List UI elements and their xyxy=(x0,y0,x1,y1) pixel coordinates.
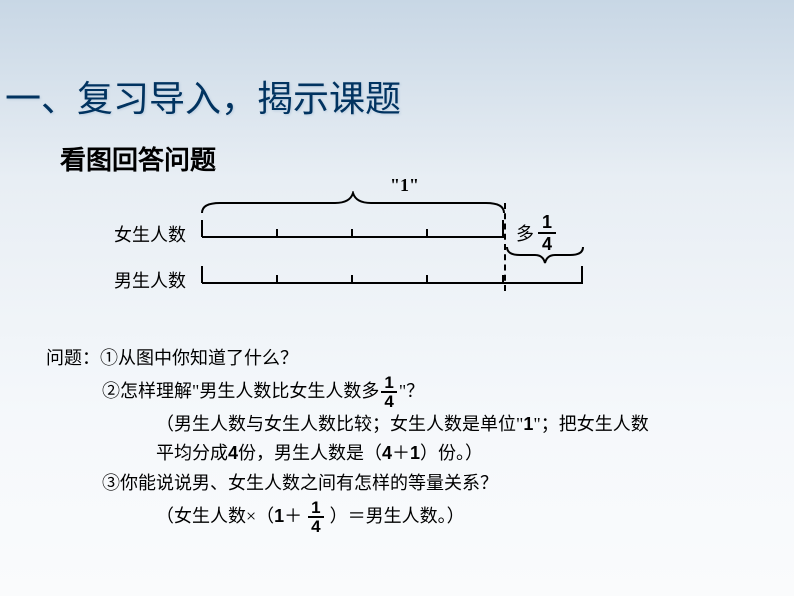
q1-text: ①从图中你知道了什么？ xyxy=(100,344,298,374)
questions-block: 问题： ①从图中你知道了什么？ ②怎样理解"男生人数比女生人数多 1 4 "？ … xyxy=(46,344,649,535)
q3-row: ③你能说说男、女生人数之间有怎样的等量关系？ xyxy=(46,469,649,499)
q2-frac-den: 4 xyxy=(381,393,396,410)
q3-ans-post: ）＝男生人数。） xyxy=(330,502,465,532)
girl-label: 女生人数 xyxy=(114,221,186,247)
q2-ans1: （男生人数与女生人数比较；女生人数是单位" xyxy=(156,410,523,440)
q2-fraction: 1 4 xyxy=(381,374,396,410)
subtitle: 看图回答问题 xyxy=(60,140,216,177)
more-char: 多 xyxy=(516,220,534,246)
q2-fourp: 4 xyxy=(382,439,392,469)
q3-fraction: 1 4 xyxy=(308,499,323,535)
q2-post: "？ xyxy=(399,377,424,407)
diagram-area: "1" 女生人数 多 1 4 男生人数 xyxy=(100,175,660,295)
q3-plus: ＋ xyxy=(284,502,302,532)
q2-ans1b: "；把女生人数 xyxy=(533,410,648,440)
brace-small xyxy=(505,245,585,265)
q2-onep: 1 xyxy=(410,439,420,469)
fraction-num: 1 xyxy=(538,213,556,234)
questions-label: 问题： xyxy=(46,344,100,374)
boy-number-line xyxy=(200,263,585,287)
q2-ans2-post: ）份。） xyxy=(420,439,483,469)
q3-frac-num: 1 xyxy=(308,499,323,518)
q2-plus: ＋ xyxy=(392,439,410,469)
q3-frac-den: 4 xyxy=(308,518,323,535)
q2-ans2-row: 平均分成 4 份，男生人数是（ 4 ＋ 1 ）份。） xyxy=(46,439,649,469)
q2-ans2-mid: 份，男生人数是（ xyxy=(238,439,382,469)
boy-label: 男生人数 xyxy=(114,267,186,293)
q2-ans1-row: （男生人数与女生人数比较；女生人数是单位" 1 "；把女生人数 xyxy=(46,410,649,440)
page-title: 一、复习导入，揭示课题 xyxy=(5,70,401,122)
q3-ans-row: （女生人数×（ 1 ＋ 1 4 ）＝男生人数。） xyxy=(46,499,649,535)
q2-ans2-pre: 平均分成 xyxy=(156,439,228,469)
q3-one: 1 xyxy=(274,502,284,532)
q3-text: ③你能说说男、女生人数之间有怎样的等量关系？ xyxy=(102,469,498,499)
q2-one: 1 xyxy=(523,410,533,440)
q3-ans-pre: （女生人数×（ xyxy=(156,502,274,532)
q1-row: 问题： ①从图中你知道了什么？ xyxy=(46,344,649,374)
girl-number-line xyxy=(200,217,506,241)
q2-frac-num: 1 xyxy=(381,374,396,393)
q2-row: ②怎样理解"男生人数比女生人数多 1 4 "？ xyxy=(46,374,649,410)
brace-top xyxy=(200,191,506,215)
q2-four: 4 xyxy=(228,439,238,469)
q2-pre: ②怎样理解"男生人数比女生人数多 xyxy=(102,377,379,407)
